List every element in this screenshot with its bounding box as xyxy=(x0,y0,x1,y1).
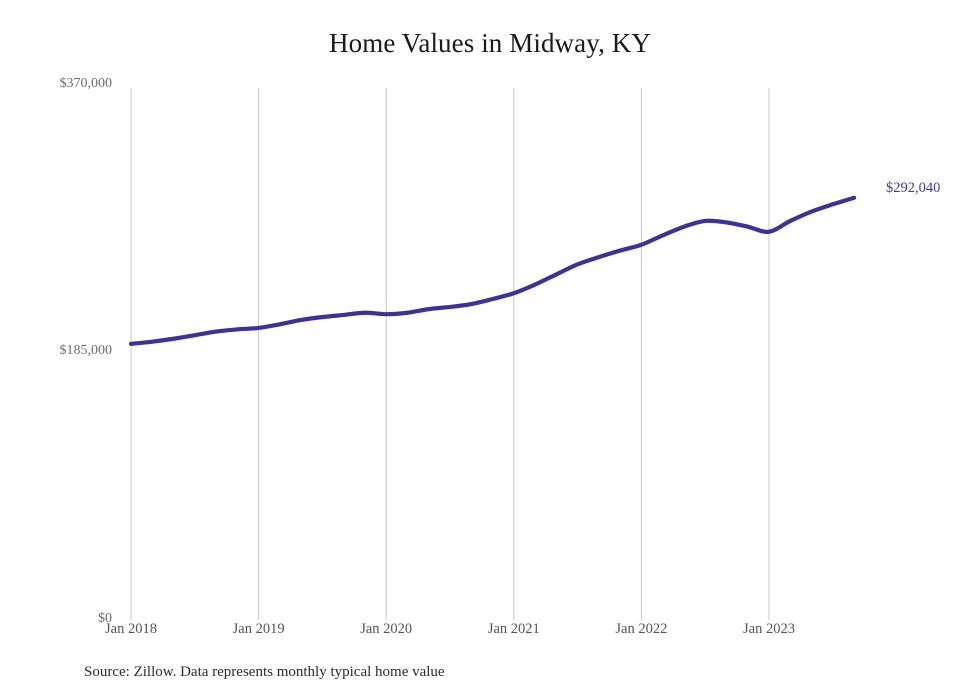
x-axis-tick-jan-2023: Jan 2023 xyxy=(743,621,795,637)
y-axis-tick-185000: $185,000 xyxy=(59,343,113,358)
end-value-label: $292,040 xyxy=(886,180,941,196)
source-note: Source: Zillow. Data represents monthly … xyxy=(84,664,445,680)
x-axis-tick-jan-2021: Jan 2021 xyxy=(487,621,540,637)
gridlines xyxy=(130,88,770,620)
x-axis-tick-jan-2019: Jan 2019 xyxy=(232,621,285,637)
y-axis-tick-0: $0 xyxy=(98,611,112,626)
data-line-typical-home-value xyxy=(128,195,857,346)
x-axis-tick-jan-2018: Jan 2018 xyxy=(105,621,157,637)
x-axis-tick-jan-2020: Jan 2020 xyxy=(360,621,413,637)
y-axis-tick-370000: $370,000 xyxy=(59,76,113,91)
chart-title: Home Values in Midway, KY xyxy=(329,28,651,58)
x-axis-tick-jan-2022: Jan 2022 xyxy=(615,621,668,637)
